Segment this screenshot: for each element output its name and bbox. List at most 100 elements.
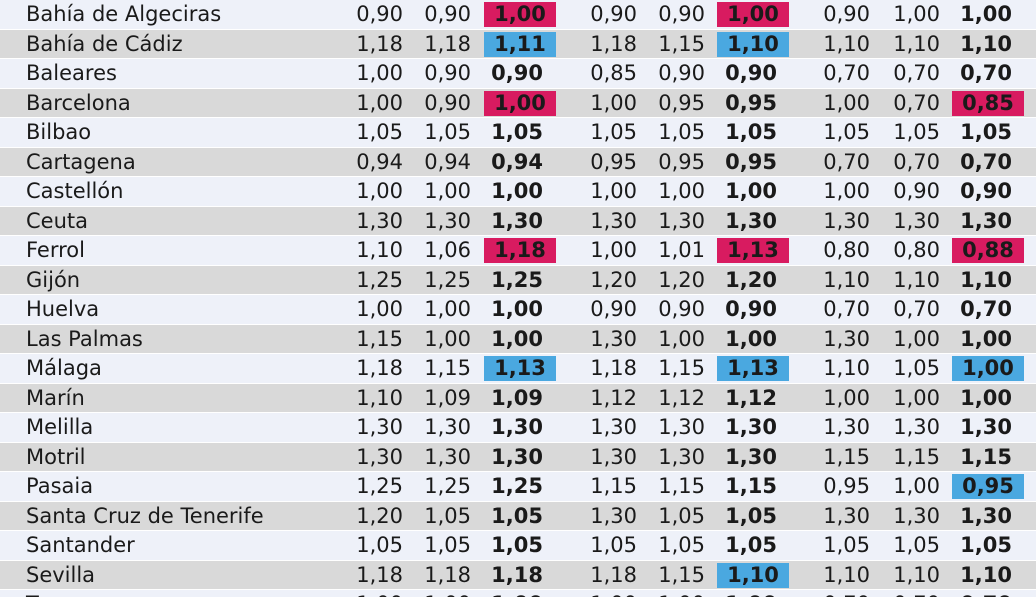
value-cell-c2: 0,90 (893, 179, 940, 203)
value-cell-a3: 1,30 (491, 208, 543, 233)
port-name: Ceuta (26, 208, 88, 233)
value-cell-a3: 0,90 (491, 61, 543, 85)
table-row: Castellón 1,00 1,00 1,00 1,00 1,00 1,00 1,00 0,9… (0, 177, 1036, 207)
value-cell-b2: 0,95 (658, 149, 705, 174)
value-cell-a1: 1,00 (356, 61, 403, 85)
value-cell-b2: 1,15 (658, 474, 705, 498)
value-cell-b3: 1,00 (705, 590, 777, 597)
value-cell-b1: 1,00 (590, 238, 637, 262)
value-cell-c1: 1,00 (823, 179, 870, 203)
value-cell-b2: 1,15 (658, 356, 705, 380)
value-cell-a2: 1,30 (424, 208, 471, 233)
value-cell-b2: 1,00 (658, 326, 705, 351)
value-cell-a2: 0,90 (424, 90, 471, 115)
highlighted-value-c3: 0,85 (952, 90, 1024, 116)
port-name: Las Palmas (26, 326, 143, 351)
value-cell-c1: 1,30 (823, 503, 870, 528)
value-cell-b3: 1,00 (725, 179, 777, 203)
port-name: Pasaia (26, 474, 94, 498)
value-cell-b1: 1,30 (590, 444, 637, 469)
value-cell-b3: 1,15 (725, 474, 777, 498)
value-cell-c3: 1,00 (960, 2, 1012, 26)
value-cell-b3: 1,20 (725, 267, 777, 292)
value-cell-a1: 1,30 (356, 444, 403, 469)
value-cell-b1: 1,20 (590, 267, 637, 292)
value-cell-c1: 1,00 (823, 90, 870, 115)
highlighted-value-c3: 1,00 (952, 356, 1024, 381)
value-cell-c1: 1,05 (823, 533, 870, 557)
value-cell-a3: 1,05 (491, 533, 543, 557)
value-cell-c2: 1,00 (893, 385, 940, 410)
value-cell-c3: 1,10 (960, 31, 1012, 56)
value-cell-c2: 1,05 (893, 533, 940, 557)
value-cell-c3: 1,30 (960, 503, 1012, 528)
value-cell-c2: 1,05 (893, 120, 940, 144)
value-cell-a3: 1,18 (491, 562, 543, 587)
value-cell-a2: 1,00 (399, 590, 471, 597)
value-cell-c2: 1,15 (893, 444, 940, 469)
value-cell-b2: 1,30 (658, 415, 705, 439)
table-row: Las Palmas 1,15 1,00 1,00 1,30 1,00 1,00 1,30 1,… (0, 324, 1036, 354)
value-cell-c3: 1,10 (960, 267, 1012, 292)
value-cell-c2: 1,00 (893, 2, 940, 26)
value-cell-b3: 0,90 (725, 61, 777, 85)
value-cell-b3: 1,05 (725, 533, 777, 557)
value-cell-a3: 1,25 (491, 474, 543, 498)
value-cell-a1: 1,30 (356, 208, 403, 233)
value-cell-b1: 1,05 (590, 533, 637, 557)
value-cell-b2: 0,90 (658, 61, 705, 85)
value-cell-b1: 1,05 (590, 120, 637, 144)
value-cell-b2: 1,00 (633, 590, 705, 597)
value-cell-c1: 0,70 (798, 590, 870, 597)
value-cell-a3: 1,05 (491, 120, 543, 144)
highlighted-value-b3: 1,00 (717, 2, 789, 27)
port-name: Santander (26, 533, 135, 557)
value-cell-b1: 1,30 (590, 326, 637, 351)
table-row: Sevilla 1,18 1,18 1,18 1,18 1,15 1,10 1,10 1,10 1… (0, 560, 1036, 590)
table-row: Málaga 1,18 1,15 1,13 1,18 1,15 1,13 1,10 1,05 1,… (0, 354, 1036, 384)
value-cell-b2: 1,12 (658, 385, 705, 410)
table-row: Pasaia 1,25 1,25 1,25 1,15 1,15 1,15 0,95 1,00 0,… (0, 472, 1036, 502)
value-cell-c1: 1,10 (823, 356, 870, 380)
port-name: Bilbao (26, 120, 92, 144)
value-cell-a3: 1,00 (471, 590, 543, 597)
value-cell-a2: 1,30 (424, 444, 471, 469)
value-cell-a3: 1,05 (491, 503, 543, 528)
value-cell-c3: 0,70 (960, 61, 1012, 85)
value-cell-a1: 1,18 (356, 356, 403, 380)
value-cell-c2: 0,80 (893, 238, 940, 262)
highlighted-value-a3: 1,11 (484, 31, 556, 57)
value-cell-a2: 1,30 (424, 415, 471, 439)
value-cell-b2: 1,15 (658, 562, 705, 587)
value-cell-b2: 1,15 (658, 31, 705, 56)
value-cell-a1: 1,00 (331, 590, 403, 597)
value-cell-a2: 1,25 (424, 267, 471, 292)
value-cell-b2: 1,30 (658, 208, 705, 233)
value-cell-b2: 1,05 (658, 120, 705, 144)
value-cell-b3: 0,95 (725, 149, 777, 174)
highlighted-value-a3: 1,13 (484, 356, 556, 381)
value-cell-c2: 1,30 (893, 415, 940, 439)
value-cell-a1: 1,18 (356, 31, 403, 56)
value-cell-c2: 0,70 (893, 297, 940, 321)
port-name: Málaga (26, 356, 102, 380)
table-row: Bilbao 1,05 1,05 1,05 1,05 1,05 1,05 1,05 1,05 1,… (0, 118, 1036, 148)
value-cell-c2: 1,10 (893, 562, 940, 587)
value-cell-c1: 1,10 (823, 267, 870, 292)
value-cell-b2: 1,05 (658, 533, 705, 557)
table-row: Santander 1,05 1,05 1,05 1,05 1,05 1,05 1,05 1,0… (0, 531, 1036, 561)
value-cell-c1: 1,05 (823, 120, 870, 144)
value-cell-c3: 1,30 (960, 208, 1012, 233)
value-cell-a1: 1,25 (356, 267, 403, 292)
value-cell-c2: 1,30 (893, 503, 940, 528)
value-cell-a2: 1,06 (424, 238, 471, 262)
value-cell-b2: 0,90 (658, 297, 705, 321)
highlighted-value-b3: 1,10 (717, 31, 789, 57)
table-row: Motril 1,30 1,30 1,30 1,30 1,30 1,30 1,15 1,15 1,… (0, 442, 1036, 472)
value-cell-b3: 1,12 (725, 385, 777, 410)
value-cell-c1: 1,10 (823, 31, 870, 56)
port-name: Bahía de Algeciras (26, 2, 222, 26)
value-cell-b1: 1,18 (590, 31, 637, 56)
port-name: Huelva (26, 297, 100, 321)
value-cell-a2: 0,90 (424, 61, 471, 85)
